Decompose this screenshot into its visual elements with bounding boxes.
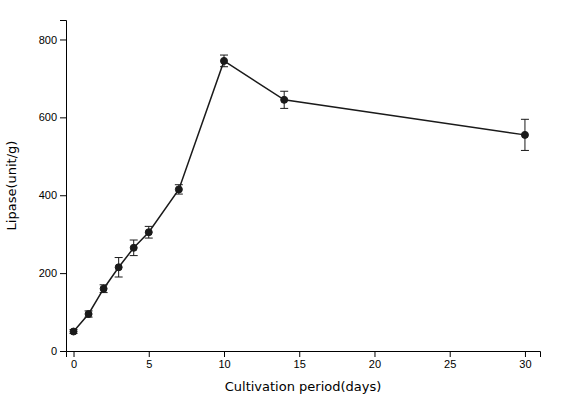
x-tick: 5 (146, 351, 152, 370)
x-tick-label: 5 (146, 358, 152, 370)
y-tick-mark (60, 195, 66, 196)
marks (70, 55, 529, 335)
error-bar (220, 55, 228, 67)
marker (85, 311, 92, 318)
error-bar (521, 119, 529, 150)
x-tick-label: 30 (519, 358, 531, 370)
x-tick-label: 25 (444, 358, 456, 370)
y-axis: 0 200 400 600 800 (39, 21, 67, 358)
x-axis: 0 5 10 15 20 25 30 (67, 351, 541, 370)
y-tick-label: 400 (39, 189, 57, 201)
y-tick-mark (60, 351, 66, 352)
marker (100, 285, 107, 292)
x-tick: 15 (294, 351, 306, 370)
y-tick: 0 (51, 345, 66, 357)
x-tick: 30 (519, 351, 531, 370)
x-tick-mark (525, 351, 526, 357)
y-tick-mark (60, 273, 66, 274)
error-bar (115, 258, 123, 277)
x-axis-title: Cultivation period(days) (225, 379, 382, 394)
x-tick-mark (149, 351, 150, 357)
x-tick-label: 20 (369, 358, 381, 370)
marker (130, 244, 137, 251)
y-tick-label: 800 (39, 33, 57, 45)
x-tick-mark (299, 351, 300, 357)
y-tick-mark (60, 39, 66, 40)
y-tick-label: 0 (51, 345, 57, 357)
x-tick-label: 10 (218, 358, 230, 370)
y-axis-title: Lipase(unit/g) (4, 141, 19, 231)
error-bar (85, 311, 93, 317)
x-tick-label: 15 (294, 358, 306, 370)
marker (70, 328, 77, 335)
x-tick-mark (374, 351, 375, 357)
y-tick-label: 600 (39, 111, 57, 123)
y-axis-line (60, 21, 67, 352)
x-tick: 10 (218, 351, 230, 370)
x-axis-line (67, 352, 541, 358)
marker (175, 186, 182, 193)
y-tick-label: 200 (39, 267, 57, 279)
marker (281, 96, 288, 103)
x-tick: 20 (369, 351, 381, 370)
marker (221, 57, 228, 64)
y-tick: 400 (39, 189, 66, 201)
y-tick: 200 (39, 267, 66, 279)
line (74, 61, 525, 332)
x-tick-label: 0 (71, 358, 77, 370)
x-tick-mark (224, 351, 225, 357)
chart: 0 5 10 15 20 25 30 0 200 400 600 800 Cultivation per… (0, 0, 564, 403)
marker (145, 229, 152, 236)
y-tick: 800 (39, 33, 66, 45)
x-tick: 0 (71, 351, 77, 370)
plot: 0 5 10 15 20 25 30 0 200 400 600 800 (39, 21, 541, 370)
error-bar (100, 285, 108, 293)
error-bar (130, 240, 138, 256)
marker (115, 264, 122, 271)
y-tick: 600 (39, 111, 66, 123)
x-tick-mark (74, 351, 75, 357)
marker (521, 131, 528, 138)
x-tick: 25 (444, 351, 456, 370)
y-tick-mark (60, 117, 66, 118)
x-tick-mark (450, 351, 451, 357)
error-bar (280, 91, 288, 108)
